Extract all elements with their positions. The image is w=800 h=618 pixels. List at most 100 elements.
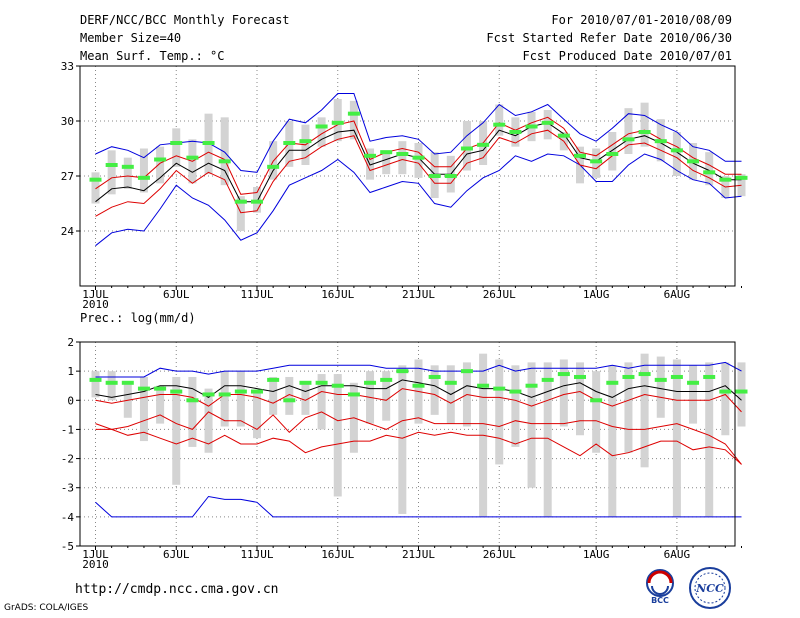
x-tick-label: 16JUL [321, 548, 354, 561]
observed-mark [202, 392, 215, 397]
y-tick-label: -2 [61, 453, 74, 466]
observed-mark [89, 377, 102, 382]
observed-mark [622, 137, 635, 142]
observed-mark [719, 177, 732, 182]
member-size-label: Member Size=40 [80, 31, 182, 45]
ensemble-box [269, 376, 278, 415]
observed-mark [380, 150, 393, 155]
ensemble-box [672, 359, 681, 517]
observed-mark [299, 139, 312, 144]
series-line-min [95, 495, 742, 518]
ensemble-box [398, 141, 407, 175]
observed-mark [137, 386, 150, 391]
y-tick-label: -4 [61, 511, 75, 524]
series-line-max [95, 361, 742, 378]
observed-mark [347, 111, 360, 116]
ensemble-box [220, 371, 229, 427]
observed-mark [574, 374, 586, 379]
x-tick-label: 16JUL [321, 288, 354, 301]
x-tick-label: 1AUG [583, 288, 610, 301]
observed-mark [428, 174, 441, 178]
source-url[interactable]: http://cmdp.ncc.cma.gov.cn [75, 582, 279, 597]
observed-mark [218, 392, 231, 397]
ensemble-box [253, 391, 261, 439]
x-tick-label: 6JUL [163, 548, 190, 561]
observed-mark [638, 372, 651, 377]
observed-mark [364, 380, 377, 385]
observed-mark [186, 155, 199, 160]
observed-mark [638, 130, 651, 134]
observed-mark [364, 153, 377, 158]
ensemble-box [172, 128, 181, 167]
observed-mark [541, 377, 554, 382]
series-line-p90 [95, 129, 742, 217]
y-tick-label: 27 [61, 170, 74, 183]
x-tick-label: 1JUL [82, 548, 109, 561]
observed-mark [412, 383, 425, 388]
ensemble-box [576, 362, 584, 436]
observed-mark [170, 141, 183, 145]
y-tick-label: 33 [61, 60, 74, 73]
ensemble-box [139, 148, 148, 193]
ensemble-box [91, 371, 100, 398]
ensemble-box [608, 132, 617, 171]
ensemble-box [269, 141, 278, 180]
observed-mark [670, 374, 683, 379]
observed-mark [670, 148, 683, 153]
ncc-logo-text: NCC [695, 582, 724, 595]
ensemble-box [333, 374, 342, 497]
observed-mark [121, 164, 134, 169]
x-tick-label: 21JUL [402, 288, 435, 301]
observed-mark [251, 199, 263, 204]
observed-mark [234, 389, 247, 394]
ensemble-box [349, 100, 358, 140]
ensemble-box [495, 359, 504, 465]
ensemble-box [156, 146, 165, 184]
ensemble-box [301, 382, 310, 415]
produced-date: Fcst Produced Date 2010/07/01 [522, 49, 732, 63]
observed-mark [444, 174, 457, 178]
ensemble-box [559, 359, 568, 427]
series-line-p95 [95, 428, 742, 465]
ensemble-box [107, 150, 116, 195]
observed-mark [89, 177, 102, 182]
observed-mark [267, 377, 280, 382]
ensemble-box [236, 371, 245, 427]
ensemble-box [188, 376, 197, 447]
ensemble-box [139, 376, 148, 442]
observed-mark [283, 141, 296, 145]
year-label: 2010 [82, 558, 109, 571]
ensemble-box [382, 150, 391, 175]
forecast-period: For 2010/07/01-2010/08/09 [551, 13, 732, 27]
observed-mark [105, 380, 118, 385]
y-tick-label: -1 [61, 423, 74, 436]
observed-mark [574, 153, 586, 158]
x-tick-label: 26JUL [483, 548, 516, 561]
y-tick-label: 24 [61, 225, 75, 238]
observed-mark [703, 374, 716, 379]
observed-mark [509, 130, 522, 134]
observed-mark [477, 383, 490, 388]
ensemble-box [737, 174, 746, 197]
ensemble-box [608, 365, 617, 517]
observed-mark [493, 386, 506, 391]
observed-mark [154, 157, 167, 162]
x-tick-label: 6JUL [163, 288, 190, 301]
observed-mark [622, 374, 635, 379]
observed-mark [218, 159, 231, 164]
ensemble-box [640, 353, 649, 468]
observed-mark [719, 389, 732, 394]
ensemble-box [592, 371, 601, 453]
chart-panel-1: 24 27 30 33 1JUL 6JUL 11JUL 16JUL 21JUL 26JUL 1AUG… [61, 60, 748, 325]
y-tick-label: -3 [61, 482, 74, 495]
x-tick-label: 1JUL [82, 288, 109, 301]
plot-frame [79, 341, 736, 547]
observed-mark [267, 164, 280, 169]
ensemble-box [204, 388, 213, 453]
ensemble-box [672, 132, 681, 176]
observed-mark [590, 398, 603, 403]
ensemble-box [236, 196, 245, 231]
chart-title: DERF/NCC/BCC Monthly Forecast [80, 13, 290, 27]
ensemble-box [430, 365, 439, 415]
